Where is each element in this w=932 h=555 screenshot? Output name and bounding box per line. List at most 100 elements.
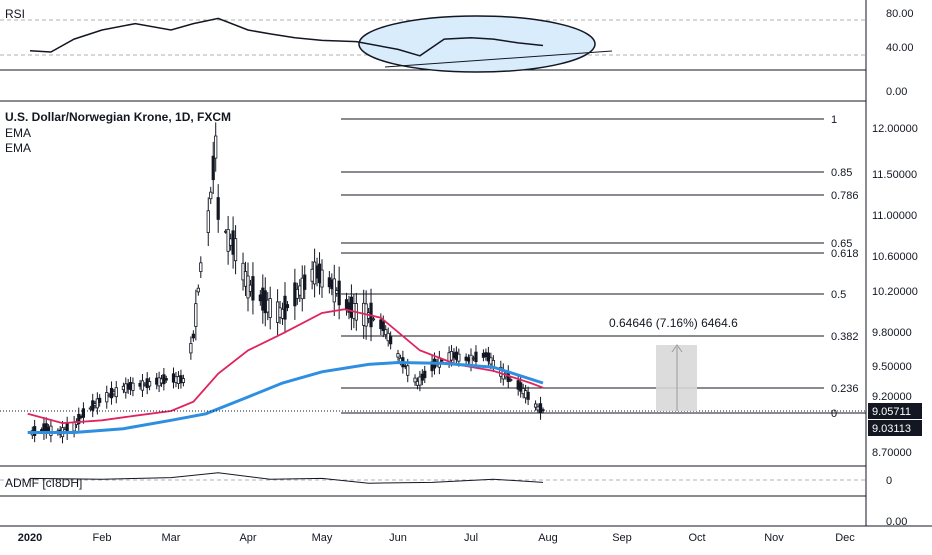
candle-body (229, 238, 233, 246)
candle-body (248, 284, 253, 292)
price-tick: 10.20000 (872, 286, 918, 298)
admf-line[interactable] (29, 472, 544, 484)
candle-body (300, 277, 304, 300)
candle-body (194, 303, 198, 327)
candle-body (266, 299, 270, 313)
candle-body (303, 274, 307, 290)
candle-body (283, 295, 287, 320)
time-axis-label: 2020 (18, 532, 42, 544)
candle-body (214, 135, 218, 159)
ema-slow-line[interactable] (27, 360, 544, 434)
fib-level-label: 1 (831, 114, 837, 126)
measure-arrow-head (671, 344, 683, 353)
candle-body (241, 262, 245, 281)
candle-body (423, 370, 427, 379)
candle-body (258, 294, 262, 302)
candle-body (261, 287, 265, 311)
candle-body (371, 318, 376, 321)
candle-body (263, 290, 267, 314)
candle-body (171, 373, 176, 383)
rsi-line[interactable] (29, 17, 544, 57)
fib-level-label: 0.5 (831, 289, 846, 301)
time-axis-label: Feb (93, 532, 112, 544)
ema-legend-1: EMA (5, 126, 31, 140)
price-tick: 8.70000 (872, 447, 912, 459)
candle-body (469, 354, 473, 365)
price-tick: 9.80000 (872, 327, 912, 339)
candle-body (280, 308, 285, 319)
candle-body (509, 379, 513, 381)
candle-body (233, 238, 238, 262)
candle-body (344, 299, 349, 310)
time-axis-label: Nov (764, 532, 784, 544)
admf-panel: ADMF [cI8DH] 0 0.00 (0, 472, 907, 528)
rsi-tick-80: 80.00 (886, 8, 914, 20)
time-axis-label: Aug (538, 532, 558, 544)
candle-body (332, 278, 336, 303)
candle-body (181, 378, 186, 383)
candle-body (49, 425, 53, 436)
candle-body (486, 352, 490, 362)
candle-body (295, 288, 299, 299)
price-tick: 10.60000 (872, 251, 918, 263)
time-axis: 2020 Feb Mar Apr May Jun Jul Aug Sep Oct Nov Dec (18, 532, 856, 544)
time-axis-label: Jul (464, 532, 478, 544)
candle-body (98, 397, 102, 403)
fib-level-label: 0.65 (831, 238, 852, 250)
candle-body (275, 301, 280, 323)
candle-body (147, 381, 152, 387)
candle-body (317, 263, 322, 284)
candle-body (174, 376, 178, 383)
fib-level-label: 0 (831, 408, 837, 420)
candle-body (406, 365, 410, 376)
price-tick: 9.20000 (872, 391, 912, 403)
candle-body (243, 271, 248, 287)
candle-body (176, 376, 181, 384)
time-axis-label: Jun (389, 532, 407, 544)
candle-body (536, 406, 540, 411)
price-tag-1: 9.05711 (872, 406, 911, 418)
candle-body (224, 230, 228, 233)
time-axis-label: May (312, 532, 333, 544)
rsi-trendline[interactable] (384, 50, 613, 68)
fib-level-label: 0.236 (831, 383, 859, 395)
candle-body (396, 353, 400, 358)
fib-level-label: 0.618 (831, 248, 859, 260)
candle-body (349, 296, 354, 318)
rsi-tick-0: 0.00 (886, 86, 907, 98)
candle-body (251, 276, 255, 301)
candle-body (105, 392, 109, 403)
rsi-highlight-ellipse[interactable] (358, 15, 596, 73)
time-axis-label: Dec (835, 532, 855, 544)
candle-body (481, 352, 486, 358)
candle-body (320, 269, 324, 288)
candle-body (521, 388, 525, 395)
admf-title: ADMF [cI8DH] (5, 476, 82, 490)
time-axis-label: Apr (239, 532, 256, 544)
candle-body (440, 359, 444, 362)
candle-body (191, 333, 195, 339)
fib-level-label: 0.85 (831, 167, 852, 179)
measure-label: 0.64646 (7.16%) 6464.6 (609, 316, 738, 330)
rsi-title: RSI (5, 7, 25, 21)
candle-body (140, 380, 145, 391)
price-tag-2: 9.03113 (872, 423, 911, 435)
candle-body (293, 282, 297, 307)
candle-body (179, 375, 183, 384)
time-axis-label: Oct (688, 532, 705, 544)
candle-body (524, 390, 528, 399)
candle-body (327, 277, 331, 288)
candle-body (533, 403, 538, 408)
candle-body (164, 378, 168, 381)
fibonacci-retracement[interactable]: 1 0.85 0.786 0.650.618 0.5 0.382 0.236 0 (341, 114, 866, 420)
candle-body (246, 275, 250, 299)
candle-body (389, 336, 393, 345)
candle-body (418, 376, 422, 386)
candle-body (268, 298, 272, 318)
candle-body (474, 351, 478, 363)
admf-tick-0: 0 (886, 475, 892, 487)
candle-body (381, 321, 385, 332)
price-scale: 12.00000 11.50000 11.00000 10.60000 10.2… (872, 123, 918, 459)
